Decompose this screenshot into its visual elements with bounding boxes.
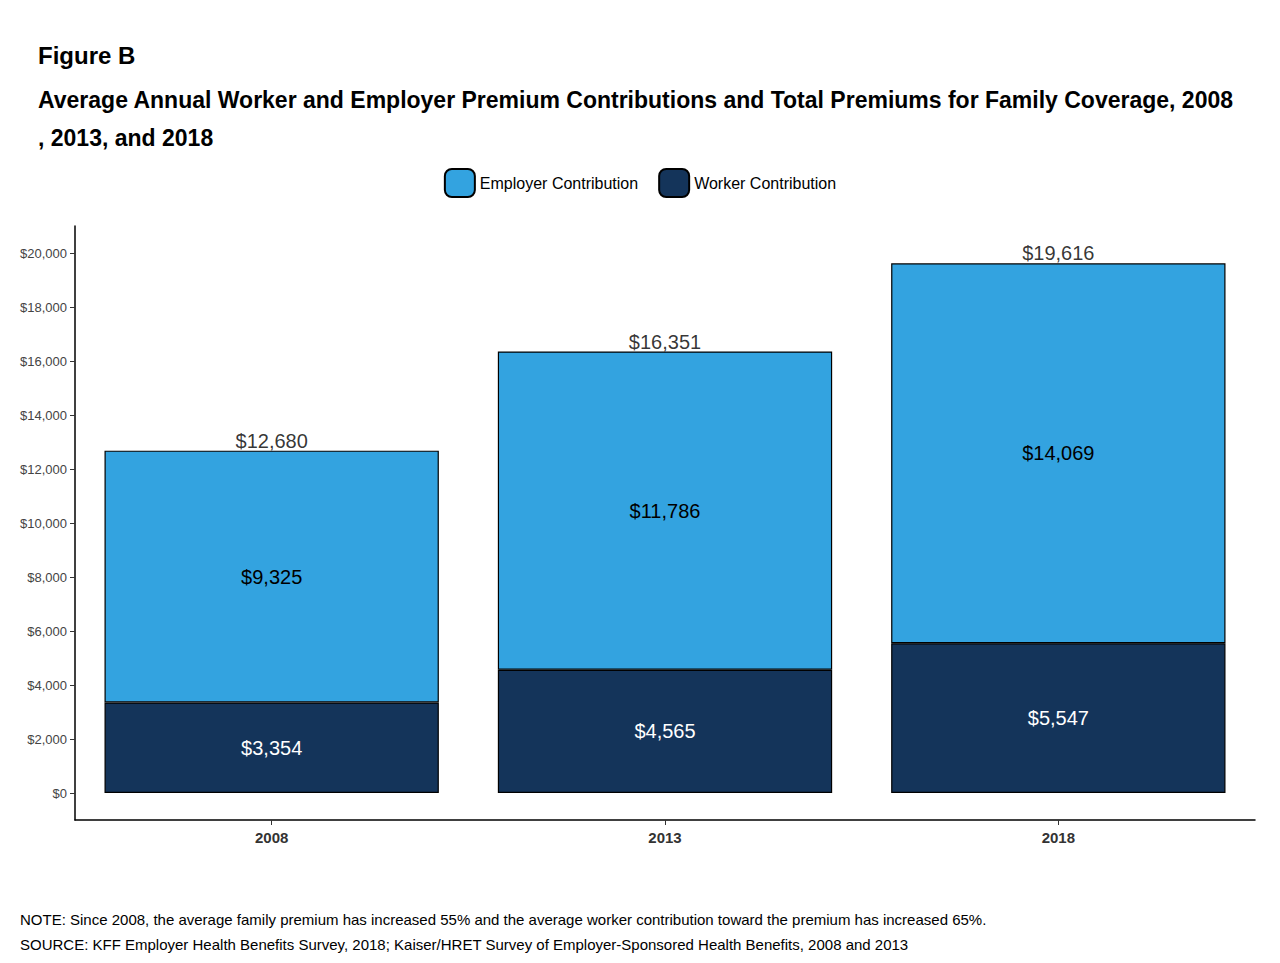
svg-text:$20,000: $20,000 xyxy=(20,246,67,261)
svg-text:$5,547: $5,547 xyxy=(1028,707,1089,729)
svg-text:NOTE: Since 2008, the average: NOTE: Since 2008, the average family pre… xyxy=(20,911,986,928)
svg-text:$18,000: $18,000 xyxy=(20,300,67,315)
svg-text:$3,354: $3,354 xyxy=(241,737,302,759)
svg-text:SOURCE: KFF Employer Health Be: SOURCE: KFF Employer Health Benefits Sur… xyxy=(20,936,908,953)
svg-text:$6,000: $6,000 xyxy=(27,624,67,639)
svg-text:Worker Contribution: Worker Contribution xyxy=(694,175,836,192)
svg-text:$10,000: $10,000 xyxy=(20,516,67,531)
svg-text:$16,351: $16,351 xyxy=(629,331,701,353)
svg-text:$9,325: $9,325 xyxy=(241,566,302,588)
svg-text:, 2013, and 2018: , 2013, and 2018 xyxy=(38,125,213,151)
svg-text:$4,565: $4,565 xyxy=(634,720,695,742)
svg-text:$11,786: $11,786 xyxy=(630,500,701,522)
svg-text:2013: 2013 xyxy=(648,829,681,846)
svg-text:$12,680: $12,680 xyxy=(236,430,308,452)
svg-text:Employer Contribution: Employer Contribution xyxy=(480,175,638,192)
svg-text:$4,000: $4,000 xyxy=(27,678,67,693)
svg-text:2018: 2018 xyxy=(1042,829,1075,846)
svg-text:$8,000: $8,000 xyxy=(27,570,67,585)
svg-text:$14,069: $14,069 xyxy=(1022,442,1094,464)
svg-text:$19,616: $19,616 xyxy=(1022,242,1094,264)
svg-text:2008: 2008 xyxy=(255,829,288,846)
svg-text:$2,000: $2,000 xyxy=(27,732,67,747)
svg-text:Figure B: Figure B xyxy=(38,42,135,69)
svg-text:$0: $0 xyxy=(53,786,67,801)
svg-text:$14,000: $14,000 xyxy=(20,408,67,423)
svg-text:$16,000: $16,000 xyxy=(20,354,67,369)
svg-text:$12,000: $12,000 xyxy=(20,462,67,477)
svg-text:Average Annual Worker and Empl: Average Annual Worker and Employer Premi… xyxy=(38,87,1233,113)
